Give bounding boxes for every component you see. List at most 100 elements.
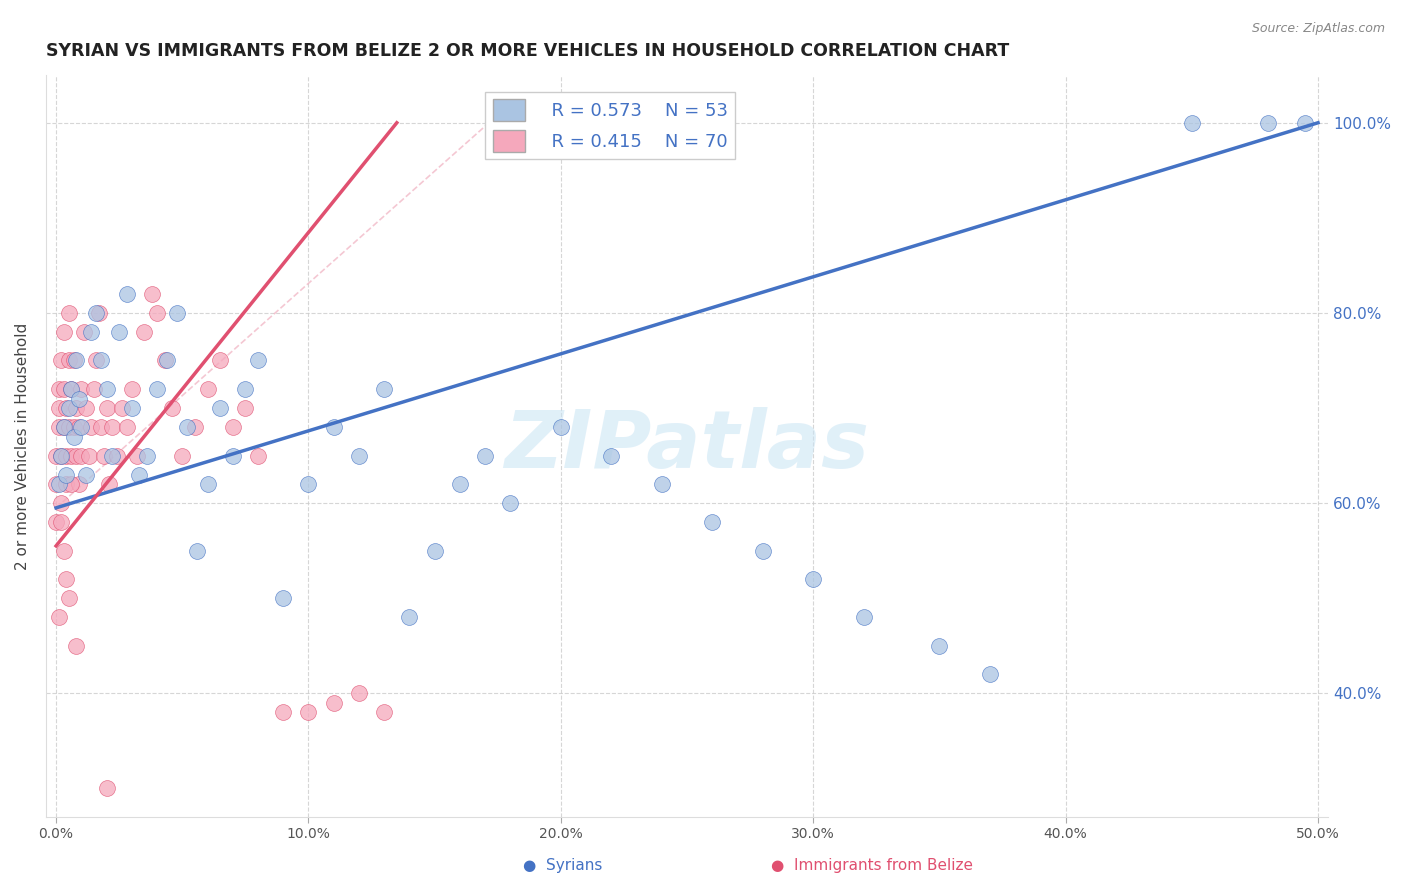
- Point: [60, 477, 83, 491]
- Point: [55, 401, 77, 415]
- Point: [100, 449, 122, 463]
- Point: [70, 420, 93, 434]
- Point: [222, 420, 245, 434]
- Point: [48, 477, 70, 491]
- Point: [70, 382, 93, 396]
- Point: [45, 515, 67, 529]
- Point: [1294, 116, 1316, 130]
- Point: [373, 382, 395, 396]
- Point: [90, 420, 112, 434]
- Point: [96, 382, 118, 396]
- Point: [246, 353, 269, 368]
- Point: [45, 449, 67, 463]
- Point: [222, 449, 245, 463]
- Point: [271, 591, 294, 606]
- Point: [271, 706, 294, 720]
- Point: [111, 401, 134, 415]
- Point: [1181, 116, 1204, 130]
- Point: [449, 477, 471, 491]
- Point: [752, 543, 775, 558]
- Point: [246, 449, 269, 463]
- Point: [153, 353, 176, 368]
- Point: [979, 667, 1001, 681]
- Point: [398, 610, 420, 624]
- Point: [49, 515, 72, 529]
- Point: [83, 382, 105, 396]
- Point: [58, 401, 80, 415]
- Point: [801, 572, 824, 586]
- Point: [550, 420, 572, 434]
- Legend:   R = 0.573    N = 53,   R = 0.415    N = 70: R = 0.573 N = 53, R = 0.415 N = 70: [485, 92, 735, 159]
- Point: [60, 382, 83, 396]
- Point: [146, 306, 169, 320]
- Point: [96, 401, 118, 415]
- Point: [49, 449, 72, 463]
- Point: [75, 401, 97, 415]
- Text: ●  Immigrants from Belize: ● Immigrants from Belize: [770, 858, 973, 872]
- Point: [347, 449, 370, 463]
- Point: [52, 420, 75, 434]
- Point: [67, 477, 90, 491]
- Point: [156, 353, 179, 368]
- Point: [49, 449, 72, 463]
- Point: [55, 467, 77, 482]
- Point: [209, 353, 232, 368]
- Point: [98, 477, 121, 491]
- Point: [62, 429, 84, 443]
- Text: SYRIAN VS IMMIGRANTS FROM BELIZE 2 OR MORE VEHICLES IN HOUSEHOLD CORRELATION CHA: SYRIAN VS IMMIGRANTS FROM BELIZE 2 OR MO…: [46, 42, 1010, 60]
- Point: [184, 420, 207, 434]
- Point: [65, 353, 87, 368]
- Point: [128, 467, 150, 482]
- Point: [58, 306, 80, 320]
- Point: [93, 449, 115, 463]
- Point: [297, 706, 319, 720]
- Point: [52, 382, 75, 396]
- Point: [52, 325, 75, 339]
- Point: [209, 401, 232, 415]
- Point: [67, 420, 90, 434]
- Point: [176, 420, 198, 434]
- Point: [100, 420, 122, 434]
- Point: [48, 401, 70, 415]
- Point: [297, 477, 319, 491]
- Point: [45, 477, 67, 491]
- Point: [160, 401, 183, 415]
- Point: [60, 449, 83, 463]
- Point: [87, 306, 110, 320]
- Point: [702, 515, 724, 529]
- Point: [77, 449, 100, 463]
- Point: [73, 325, 96, 339]
- Point: [651, 477, 673, 491]
- Point: [70, 449, 93, 463]
- Point: [105, 449, 128, 463]
- Point: [48, 610, 70, 624]
- Point: [55, 449, 77, 463]
- Point: [322, 420, 344, 434]
- Point: [322, 696, 344, 710]
- Point: [80, 420, 103, 434]
- Point: [121, 401, 143, 415]
- Point: [62, 353, 84, 368]
- Point: [347, 686, 370, 700]
- Point: [499, 496, 522, 510]
- Point: [172, 449, 194, 463]
- Point: [96, 781, 118, 796]
- Point: [136, 449, 159, 463]
- Point: [58, 591, 80, 606]
- Point: [52, 420, 75, 434]
- Point: [90, 353, 112, 368]
- Text: Source: ZipAtlas.com: Source: ZipAtlas.com: [1251, 22, 1385, 36]
- Point: [86, 353, 108, 368]
- Point: [55, 477, 77, 491]
- Point: [125, 449, 148, 463]
- Point: [65, 449, 87, 463]
- Point: [166, 306, 188, 320]
- Point: [58, 353, 80, 368]
- Point: [146, 382, 169, 396]
- Point: [235, 401, 257, 415]
- Point: [62, 420, 84, 434]
- Point: [373, 706, 395, 720]
- Text: ●  Syrians: ● Syrians: [523, 858, 602, 872]
- Point: [52, 543, 75, 558]
- Point: [197, 477, 219, 491]
